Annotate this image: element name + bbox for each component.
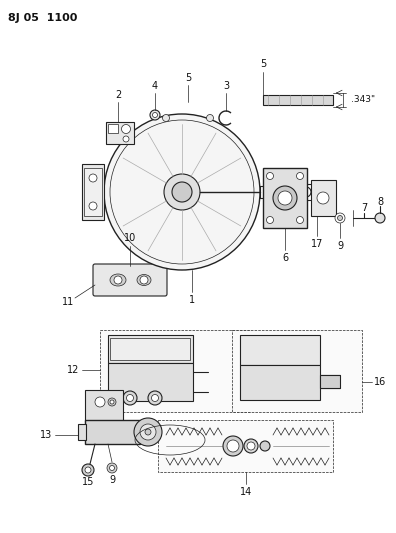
Circle shape [123, 391, 137, 405]
Ellipse shape [110, 274, 126, 286]
Circle shape [150, 110, 160, 120]
Text: 6: 6 [282, 253, 288, 263]
Text: 8J 05  1100: 8J 05 1100 [8, 13, 77, 23]
Circle shape [244, 439, 258, 453]
Text: 1: 1 [189, 295, 195, 305]
Circle shape [162, 115, 169, 122]
Circle shape [95, 397, 105, 407]
Circle shape [107, 463, 117, 473]
Circle shape [337, 215, 343, 221]
Bar [84, 168, 102, 216]
Circle shape [297, 216, 303, 223]
Circle shape [172, 182, 192, 202]
Circle shape [140, 276, 148, 284]
Bar [110, 338, 190, 360]
Bar [232, 330, 362, 412]
Text: 16: 16 [374, 377, 386, 387]
Text: 11: 11 [62, 297, 74, 307]
Bar [108, 363, 193, 401]
Circle shape [317, 192, 329, 204]
Circle shape [89, 202, 97, 210]
Circle shape [206, 115, 213, 122]
Text: 9: 9 [109, 475, 115, 485]
Circle shape [247, 442, 255, 450]
Circle shape [223, 436, 243, 456]
Circle shape [148, 391, 162, 405]
Circle shape [227, 440, 239, 452]
Circle shape [110, 465, 114, 471]
Circle shape [85, 467, 91, 473]
Circle shape [108, 398, 116, 406]
Bar [100, 330, 250, 412]
Circle shape [278, 191, 292, 205]
Bar [85, 420, 140, 444]
Bar [240, 335, 320, 365]
Circle shape [126, 394, 133, 401]
Circle shape [301, 187, 311, 197]
Text: 10: 10 [124, 233, 136, 243]
Circle shape [152, 394, 158, 401]
Circle shape [82, 464, 94, 476]
Text: 12: 12 [67, 365, 79, 375]
Bar [263, 168, 307, 228]
Bar [78, 424, 86, 440]
Bar [108, 124, 118, 133]
Bar [320, 375, 340, 388]
Text: 3: 3 [223, 81, 229, 91]
Text: 2: 2 [115, 90, 121, 100]
Text: 7: 7 [361, 203, 367, 213]
Bar [108, 335, 193, 363]
Bar [85, 390, 123, 422]
Circle shape [375, 213, 385, 223]
Bar [311, 180, 336, 216]
Text: 17: 17 [311, 239, 323, 249]
Circle shape [335, 213, 345, 223]
Circle shape [152, 112, 158, 117]
Text: 15: 15 [82, 477, 94, 487]
Bar [240, 365, 320, 400]
Circle shape [145, 429, 151, 435]
Circle shape [273, 186, 297, 210]
FancyBboxPatch shape [93, 264, 167, 296]
Text: 9: 9 [337, 241, 343, 251]
Circle shape [267, 173, 274, 180]
Circle shape [260, 441, 270, 451]
Circle shape [297, 173, 303, 180]
Circle shape [140, 424, 156, 440]
Circle shape [134, 418, 162, 446]
Circle shape [114, 276, 122, 284]
Circle shape [104, 114, 260, 270]
Circle shape [89, 174, 97, 182]
Circle shape [267, 216, 274, 223]
Circle shape [110, 400, 114, 404]
Bar [263, 95, 333, 105]
Text: 5: 5 [260, 59, 266, 69]
Bar [106, 122, 134, 144]
Text: 8: 8 [377, 197, 383, 207]
Text: 4: 4 [152, 81, 158, 91]
Text: .343": .343" [351, 95, 375, 104]
Circle shape [164, 174, 200, 210]
Bar [82, 164, 104, 220]
Bar [158, 420, 333, 472]
Text: 14: 14 [240, 487, 252, 497]
Text: 13: 13 [40, 430, 52, 440]
Circle shape [123, 136, 129, 142]
Circle shape [122, 125, 131, 133]
Text: 5: 5 [185, 73, 191, 83]
Ellipse shape [137, 274, 151, 286]
